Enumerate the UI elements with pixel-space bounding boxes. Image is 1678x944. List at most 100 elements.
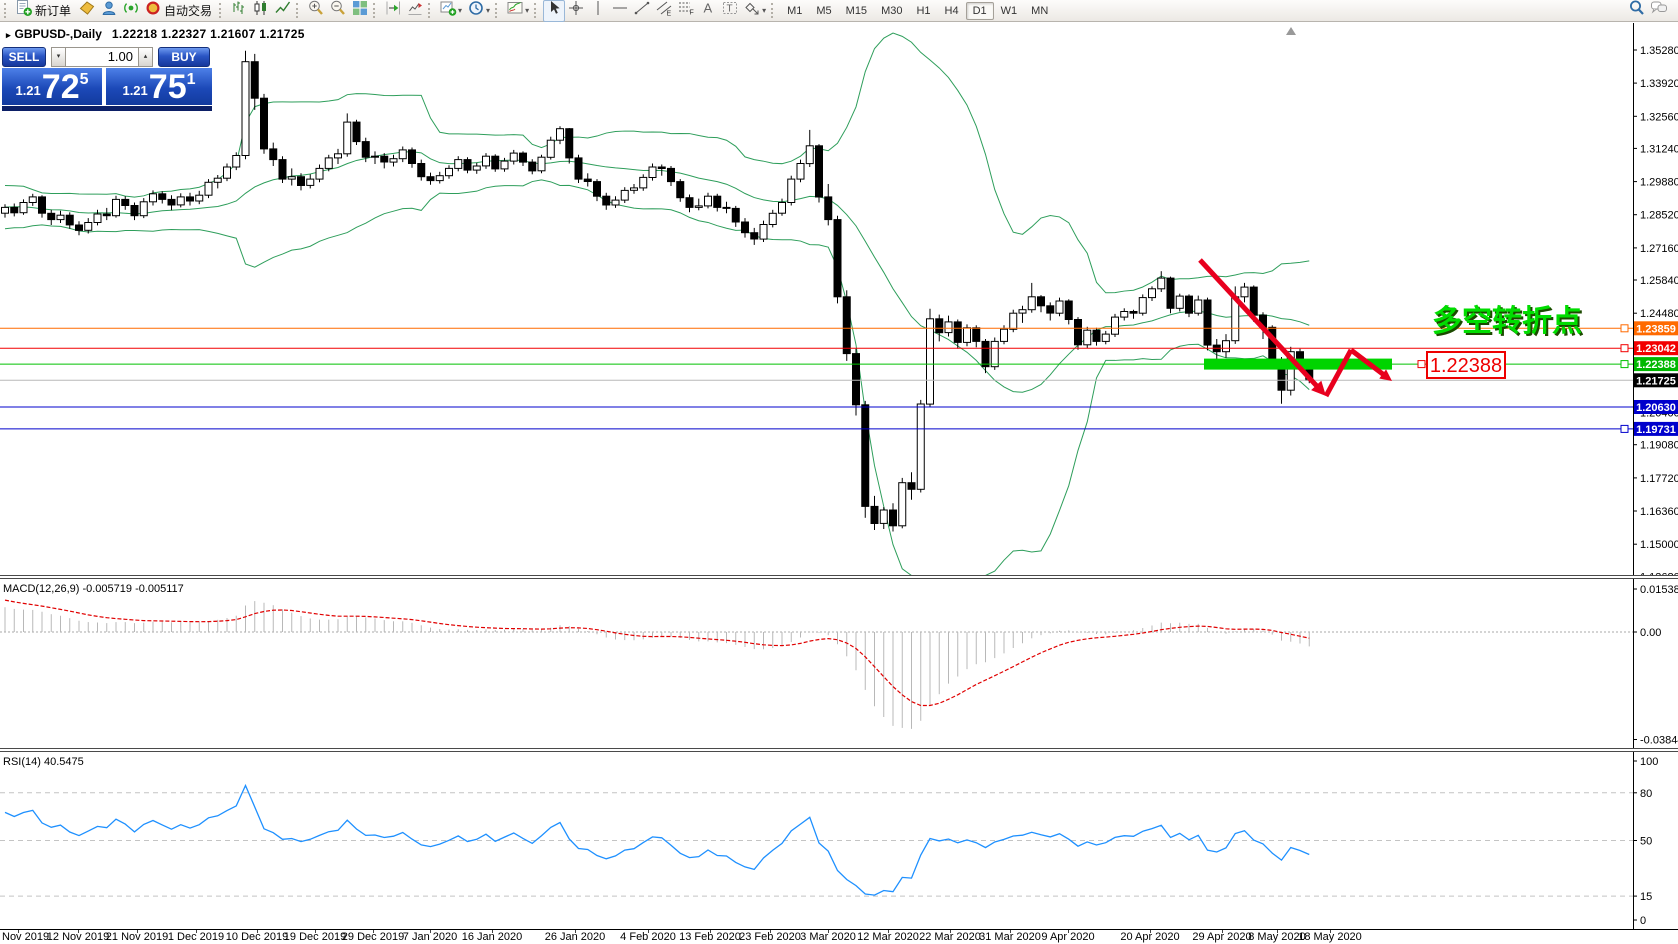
autotrading-button[interactable]: 自动交易 [142,0,217,22]
macd-chart[interactable]: MACD(12,26,9) -0.005719 -0.005117 0.01538… [0,579,1678,748]
cycles-button[interactable]: ▾ [465,0,493,22]
time-axis-tick [315,930,316,933]
fibo-button[interactable]: F [675,0,697,22]
signals-icon [122,0,140,22]
timeframe-d1-button[interactable]: D1 [965,1,994,20]
date-label: 29 Apr 2020 [1192,931,1252,943]
volume-down-button[interactable]: ▾ [51,46,66,67]
chevron-down-icon: ▾ [762,6,767,15]
autotrading-label: 自动交易 [164,4,213,18]
svg-text:1.27160: 1.27160 [1640,243,1678,255]
svg-text:1.25840: 1.25840 [1640,275,1678,287]
search-button[interactable] [1626,0,1648,22]
search-icon [1628,0,1646,22]
svg-text:-0.038442: -0.038442 [1640,735,1678,747]
tile-windows-button[interactable] [349,0,371,22]
sell-button[interactable]: SELL [2,46,46,67]
channel-button[interactable]: E [653,0,675,22]
chart-autoscroll-button[interactable] [404,0,426,22]
new-chart-button[interactable]: ▾ [437,0,465,22]
timeframe-m5-button[interactable]: M5 [816,4,832,17]
rsi-pane[interactable]: RSI(14) 40.5475 100 80 50 15 0 [0,752,1678,930]
zoom-out-button[interactable] [327,0,349,22]
sell-price-tile[interactable]: 1.21 72 5 [2,68,102,105]
chart-candles-button[interactable] [250,0,272,22]
chart-ohlc-values: 1.22218 1.22327 1.21607 1.21725 [111,27,305,41]
chevron-down-icon: ▾ [458,6,463,15]
svg-text:1.24480: 1.24480 [1640,308,1678,320]
timeframe-m1-button[interactable]: M1 [787,4,803,17]
timeframe-m15-button[interactable]: M15 [845,4,868,17]
buy-price-tile[interactable]: 1.21 75 1 [106,68,212,105]
community-icon [100,0,118,22]
timeframe-mn-button[interactable]: MN [1031,4,1049,17]
volume-up-button[interactable]: ▴ [138,46,153,67]
timeframe-w1-button[interactable]: W1 [1000,4,1018,17]
signals-button[interactable] [120,0,142,22]
zoom-in-button[interactable] [305,0,327,22]
crosshair-button[interactable] [565,0,587,22]
svg-text:1.35280: 1.35280 [1640,45,1678,57]
time-axis-tick [18,930,19,933]
time-axis-tick [430,930,431,933]
trendline-button[interactable] [631,0,653,22]
cursor-button[interactable] [543,0,566,22]
price-pane[interactable]: 多空转折点 多空转折点 1.22388 1.35280 1.33920 1.32560 1.… [0,23,1678,583]
svg-text:T: T [727,4,733,15]
svg-text:1.19731: 1.19731 [1636,424,1676,436]
chart-shift-icon [384,0,402,22]
svg-text:100: 100 [1640,756,1658,768]
textlabel-button[interactable]: T [719,0,741,22]
buy-price-pip: 1 [186,71,196,88]
time-axis-tick [1150,930,1151,933]
date-label: 29 Dec 2019 [341,931,405,943]
time-axis[interactable]: Nov 2019 12 Nov 2019 21 Nov 2019 1 Dec 2019… [0,930,1678,944]
rsi-chart[interactable]: RSI(14) 40.5475 100 80 50 15 0 [0,752,1678,930]
new-chart-icon [439,0,457,22]
timeframe-h1-button[interactable]: H1 [916,4,931,17]
time-axis-tick [137,930,138,933]
indicators-button[interactable]: ▾ [504,0,532,22]
chat-icon [1650,0,1668,22]
pane-separator[interactable] [0,748,1678,752]
text-button[interactable]: A [697,0,719,22]
chart-bars-button[interactable] [228,0,250,22]
chart-line-button[interactable] [272,0,294,22]
timeframe-m30-button[interactable]: M30 [881,4,903,17]
community-button[interactable] [98,0,120,22]
time-axis-tick [648,930,649,933]
indicators-icon [506,0,524,22]
chat-button[interactable] [1648,0,1670,22]
toolbar-grip [495,3,500,18]
autotrading-icon [144,0,162,22]
volume-input[interactable] [66,46,138,67]
shapes-button[interactable]: ▾ [741,0,769,22]
svg-text:15: 15 [1640,891,1652,903]
date-label: 31 Mar 2020 [979,931,1041,943]
market-button[interactable] [76,0,98,22]
date-label: 26 Jan 2020 [544,931,606,943]
date-label: 1 Dec 2019 [167,931,225,943]
toolbar: 新订单 自动交易 ▾ ▾ ▾ E F A T ▾ M1 M5 M15 M30 H1 H4 D1 W1 MN [0,0,1678,22]
svg-text:多空转折点: 多空转折点 [1432,305,1582,338]
chart-shift-button[interactable] [382,0,404,22]
time-axis-tick [1222,930,1223,933]
hline-button[interactable] [609,0,631,22]
zoom-out-icon [329,0,347,22]
time-axis-tick [828,930,829,933]
date-label: 20 Apr 2020 [1120,931,1180,943]
date-label: 13 Feb 2020 [679,931,741,943]
macd-pane[interactable]: MACD(12,26,9) -0.005719 -0.005117 0.01538… [0,579,1678,748]
timeframe-h4-button[interactable]: H4 [944,4,959,17]
svg-text:1.21725: 1.21725 [1636,375,1676,387]
vline-button[interactable] [587,0,609,22]
pane-separator[interactable] [0,575,1678,579]
toolbar-grip [373,3,378,18]
one-click-panel: SELL ▾ ▴ BUY 1.21 72 5 1.21 75 1 [2,46,214,111]
new-order-button[interactable]: 新订单 [13,0,76,22]
buy-button[interactable]: BUY [158,46,210,67]
market-icon [78,0,96,22]
svg-text:1.23859: 1.23859 [1636,323,1676,335]
time-axis-tick [373,930,374,933]
price-chart[interactable]: 多空转折点多空转折点1.223881.352801.339201.325601.… [0,23,1678,583]
